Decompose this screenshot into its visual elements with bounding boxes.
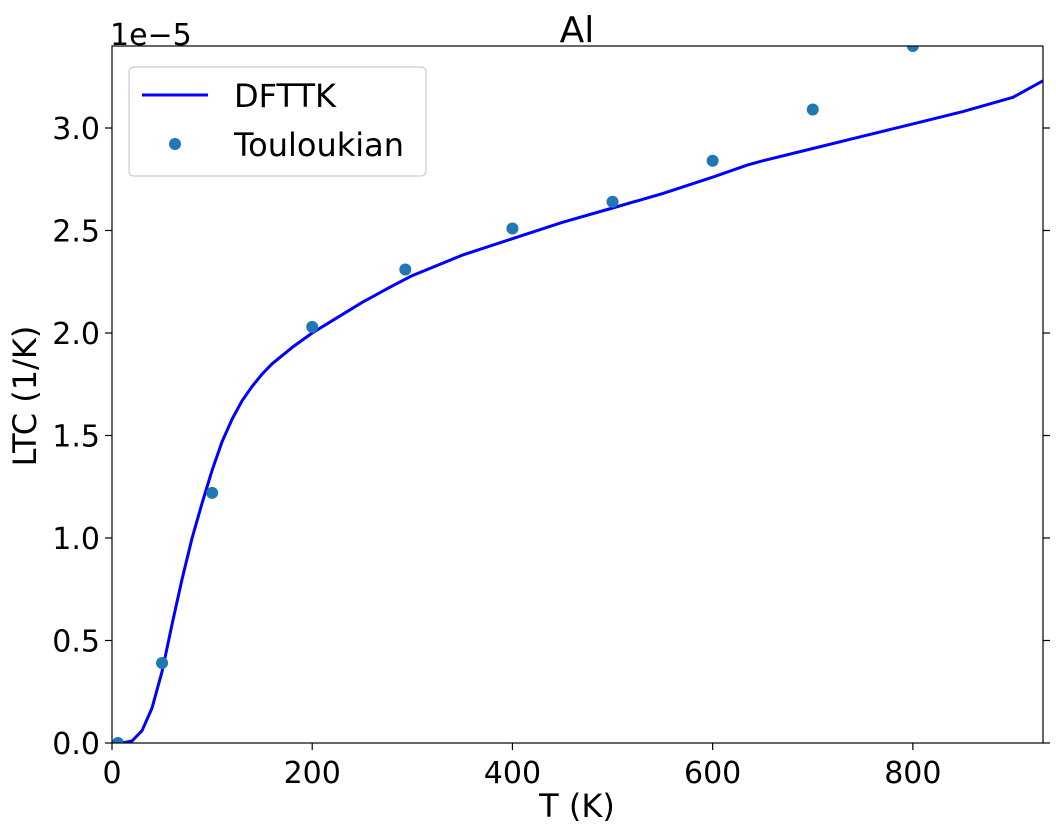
y-axis: 0.0 0.5 1.0 1.5 2.0 2.5 3.0 <box>52 112 1050 762</box>
x-tick-label: 400 <box>484 756 541 791</box>
legend-label-dfttk: DFTTK <box>234 77 337 115</box>
y-tick-label: 0.0 <box>52 727 100 762</box>
y-tick-label: 0.5 <box>52 625 100 660</box>
y-axis-label: LTC (1/K) <box>6 326 44 467</box>
y-tick-label: 1.0 <box>52 522 100 557</box>
y-tick-label: 2.5 <box>52 215 100 250</box>
y-tick-label: 1.5 <box>52 420 100 455</box>
legend-marker-swatch <box>169 138 181 150</box>
plot-area <box>112 46 1043 743</box>
data-point-touloukian <box>906 46 919 52</box>
data-point-touloukian <box>506 222 519 235</box>
y-tick-label: 3.0 <box>52 112 100 147</box>
axes-frame <box>111 45 1044 744</box>
y-offset-text: 1e−5 <box>110 18 192 53</box>
x-tick-label: 800 <box>884 756 941 791</box>
data-point-touloukian <box>806 103 819 116</box>
data-point-touloukian <box>112 737 125 743</box>
x-tick-label: 600 <box>684 756 741 791</box>
x-axis: 0 200 400 600 800 <box>102 743 941 791</box>
data-point-touloukian <box>206 486 219 499</box>
chart-title: Al <box>560 10 595 51</box>
data-point-touloukian <box>606 195 619 208</box>
data-point-touloukian <box>306 320 319 333</box>
data-point-touloukian <box>156 657 169 670</box>
y-tick-label: 2.0 <box>52 317 100 352</box>
series-line-dfttk <box>121 79 1043 743</box>
legend-label-touloukian: Touloukian <box>233 126 404 164</box>
x-axis-label: T (K) <box>538 787 615 825</box>
x-tick-label: 0 <box>102 756 121 791</box>
data-point-touloukian <box>706 154 719 167</box>
x-tick-label: 200 <box>284 756 341 791</box>
legend: DFTTK Touloukian <box>128 66 427 177</box>
data-point-touloukian <box>399 263 412 276</box>
